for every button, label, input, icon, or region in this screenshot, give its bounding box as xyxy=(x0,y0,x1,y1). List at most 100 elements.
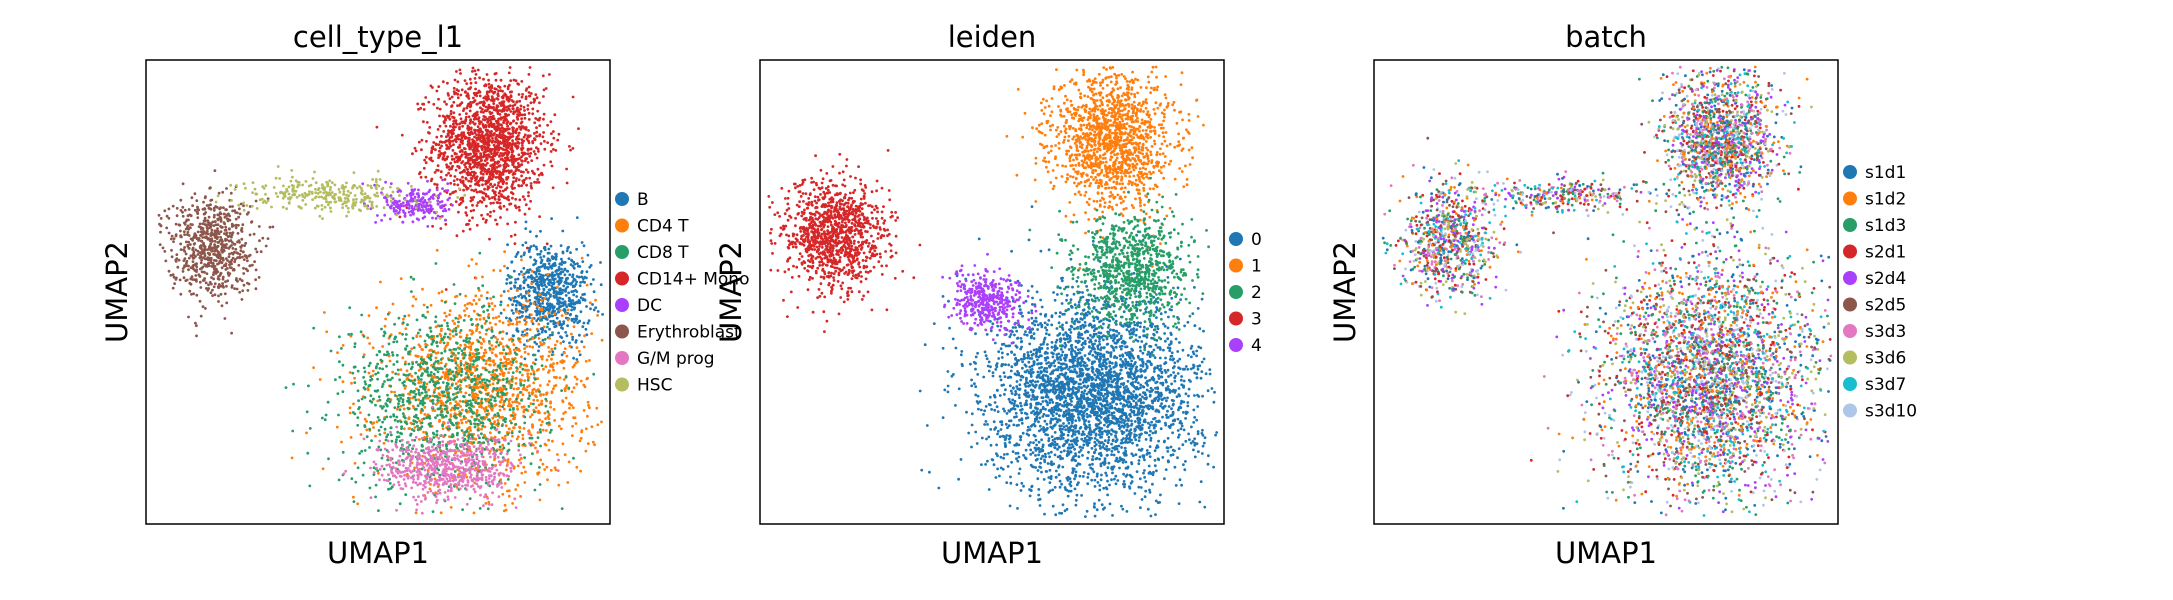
scatter-point xyxy=(530,159,534,163)
scatter-point xyxy=(416,331,420,335)
scatter-point xyxy=(524,95,528,99)
scatter-point xyxy=(535,234,538,238)
scatter-point xyxy=(505,358,509,361)
scatter-point xyxy=(558,376,562,380)
scatter-point xyxy=(210,228,214,232)
scatter-point xyxy=(499,330,502,334)
scatter-point xyxy=(529,462,533,466)
scatter-point xyxy=(466,168,469,171)
scatter-point xyxy=(439,140,442,144)
scatter-point xyxy=(353,345,357,349)
scatter-point xyxy=(520,471,524,475)
scatter-point xyxy=(384,409,388,413)
scatter-point xyxy=(447,94,450,97)
scatter-point xyxy=(435,89,439,93)
scatter-point xyxy=(461,229,465,233)
scatter-point xyxy=(499,400,502,404)
scatter-point xyxy=(562,378,566,381)
scatter-point xyxy=(540,298,544,302)
scatter-point xyxy=(576,262,579,265)
scatter-point xyxy=(578,333,581,337)
scatter-point xyxy=(388,217,392,221)
scatter-point xyxy=(396,405,400,409)
scatter-point xyxy=(486,161,489,165)
scatter-point xyxy=(541,264,544,268)
scatter-point xyxy=(560,336,564,339)
scatter-point xyxy=(468,162,471,166)
scatter-point xyxy=(548,73,551,76)
scatter-point xyxy=(535,96,539,100)
scatter-point xyxy=(462,394,465,398)
scatter-point xyxy=(530,274,533,278)
scatter-point xyxy=(449,506,453,509)
scatter-point xyxy=(551,365,555,369)
scatter-point xyxy=(566,318,570,322)
scatter-point xyxy=(523,456,526,459)
scatter-point xyxy=(456,431,459,435)
scatter-point xyxy=(439,361,443,365)
scatter-point xyxy=(408,427,411,430)
scatter-point xyxy=(521,295,524,298)
scatter-point xyxy=(517,184,521,188)
scatter-point xyxy=(499,303,503,307)
scatter-point xyxy=(477,340,480,343)
scatter-point xyxy=(542,255,546,258)
scatter-point xyxy=(376,389,380,392)
scatter-point xyxy=(464,185,468,189)
scatter-point xyxy=(472,96,475,100)
scatter-point xyxy=(164,259,168,263)
scatter-point xyxy=(462,439,466,443)
scatter-point xyxy=(582,409,586,412)
scatter-point xyxy=(407,352,410,356)
scatter-point xyxy=(379,280,382,284)
scatter-point xyxy=(452,143,455,147)
scatter-point xyxy=(440,206,444,209)
scatter-point xyxy=(549,150,553,153)
scatter-point xyxy=(356,389,360,393)
scatter-point xyxy=(439,176,443,179)
scatter-point xyxy=(531,345,534,349)
scatter-point xyxy=(427,422,431,426)
scatter-point xyxy=(511,180,515,184)
scatter-point xyxy=(480,169,484,172)
scatter-point xyxy=(359,330,363,334)
scatter-point xyxy=(516,157,520,161)
scatter-point xyxy=(465,112,468,115)
scatter-point xyxy=(169,237,173,241)
scatter-point xyxy=(570,302,574,305)
scatter-point xyxy=(458,292,462,296)
scatter-point xyxy=(558,309,562,312)
scatter-point xyxy=(547,438,550,442)
scatter-point xyxy=(482,77,485,81)
scatter-point xyxy=(334,378,337,382)
scatter-point xyxy=(419,411,423,415)
scatter-point xyxy=(380,327,383,331)
scatter-point xyxy=(502,109,506,113)
scatter-point xyxy=(535,156,539,160)
scatter-point xyxy=(512,119,515,123)
scatter-point xyxy=(488,370,491,374)
scatter-point xyxy=(454,361,458,365)
scatter-point xyxy=(501,133,505,137)
scatter-point xyxy=(533,180,536,184)
scatter-point xyxy=(493,304,497,308)
scatter-point xyxy=(546,383,550,387)
scatter-point xyxy=(579,281,582,284)
scatter-point xyxy=(465,429,469,433)
scatter-point xyxy=(466,139,470,143)
scatter-point xyxy=(474,163,477,166)
scatter-point xyxy=(562,322,565,325)
scatter-point xyxy=(457,146,460,149)
scatter-point xyxy=(415,335,419,338)
scatter-point xyxy=(481,305,484,309)
scatter-point xyxy=(472,511,476,515)
scatter-point xyxy=(532,398,536,402)
scatter-point xyxy=(455,152,458,156)
scatter-point xyxy=(487,418,490,421)
scatter-point xyxy=(529,184,533,188)
scatter-point xyxy=(521,310,524,314)
scatter-point xyxy=(471,203,474,207)
scatter-point xyxy=(545,325,549,329)
scatter-point xyxy=(436,401,440,405)
scatter-point xyxy=(421,287,424,291)
